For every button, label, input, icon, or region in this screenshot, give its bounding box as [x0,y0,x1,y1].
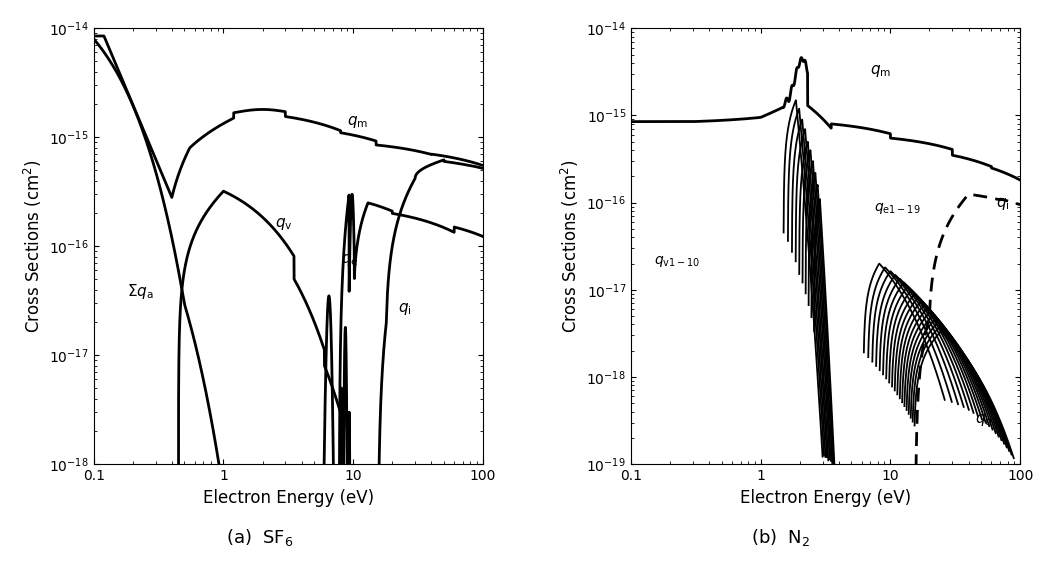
Text: $q_\mathrm{i}$: $q_\mathrm{i}$ [996,196,1010,212]
Text: $q_\mathrm{v1-10}$: $q_\mathrm{v1-10}$ [654,254,701,268]
Text: $q_\mathrm{d}$: $q_\mathrm{d}$ [975,411,993,427]
Text: (a)  SF$_6$: (a) SF$_6$ [226,528,295,548]
X-axis label: Electron Energy (eV): Electron Energy (eV) [203,488,374,507]
X-axis label: Electron Energy (eV): Electron Energy (eV) [740,488,911,507]
Text: $q_\mathrm{m}$: $q_\mathrm{m}$ [870,63,891,79]
Text: $q_\mathrm{m}$: $q_\mathrm{m}$ [348,114,369,130]
Text: $q_\mathrm{e}$: $q_\mathrm{e}$ [340,252,358,268]
Text: (b)  N$_2$: (b) N$_2$ [752,528,810,548]
Text: $q_\mathrm{v}$: $q_\mathrm{v}$ [275,216,293,232]
Text: $q_\mathrm{e1-19}$: $q_\mathrm{e1-19}$ [874,201,921,216]
Text: $q_\mathrm{i}$: $q_\mathrm{i}$ [398,301,411,317]
Y-axis label: Cross Sections (cm$^2$): Cross Sections (cm$^2$) [559,159,581,333]
Text: $\Sigma q_\mathrm{a}$: $\Sigma q_\mathrm{a}$ [127,282,154,301]
Y-axis label: Cross Sections (cm$^2$): Cross Sections (cm$^2$) [22,159,44,333]
